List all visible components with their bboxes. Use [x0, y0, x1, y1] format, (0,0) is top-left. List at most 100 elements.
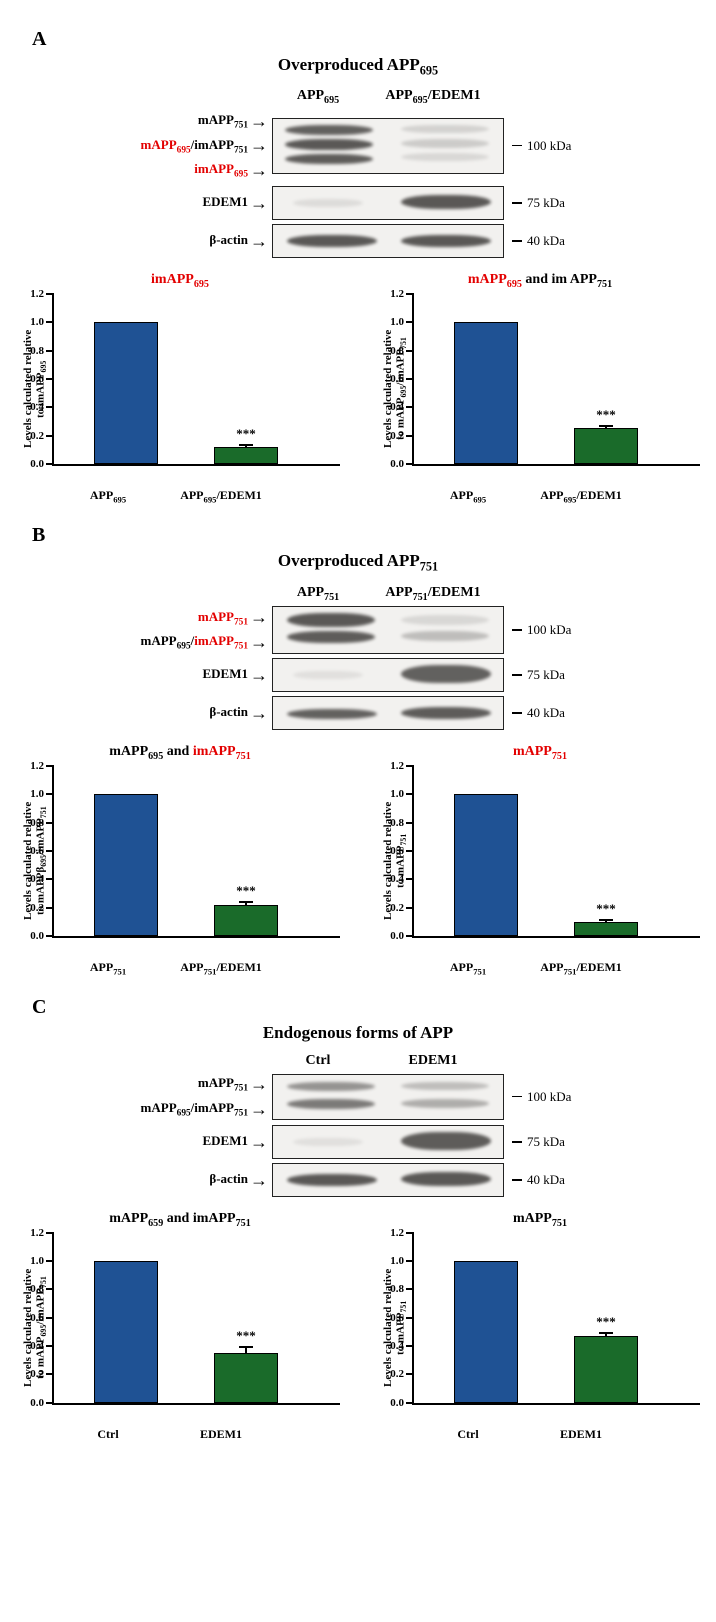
bar-treatment — [214, 1353, 278, 1403]
lane-header-2: APP751/EDEM1 — [368, 585, 498, 603]
blot-edem1 — [272, 658, 504, 692]
ytick-label: 0.0 — [378, 1397, 404, 1409]
ytick-label: 1.2 — [378, 1227, 404, 1239]
ytick-label: 0.8 — [18, 1283, 44, 1295]
chart-a-right: mAPP695 and im APP751 Levels calculated … — [380, 272, 700, 504]
chart-a-left: imAPP695 Levels calculated relativeto im… — [20, 272, 340, 504]
ytick-label: 0.2 — [378, 902, 404, 914]
ytick-label: 0.0 — [18, 458, 44, 470]
ytick-label: 0.8 — [378, 817, 404, 829]
ytick-label: 0.8 — [18, 817, 44, 829]
xlabel-1: Ctrl — [52, 1427, 164, 1442]
ytick-label: 0.6 — [378, 373, 404, 385]
blot-label: mAPP695/imAPP751→ — [78, 1097, 268, 1121]
ytick-label: 0.6 — [18, 373, 44, 385]
ytick-label: 0.6 — [378, 845, 404, 857]
blot-app — [272, 118, 504, 174]
bar-treatment — [214, 905, 278, 936]
ytick-label: 0.4 — [18, 1340, 44, 1352]
bar-control — [94, 322, 158, 464]
xlabel-1: APP751 — [52, 960, 164, 976]
ytick-label: 1.2 — [18, 760, 44, 772]
mw-label: 100 kDa — [512, 622, 602, 638]
ytick-label: 0.6 — [18, 1312, 44, 1324]
bar-control — [454, 322, 518, 464]
chart-b-right: mAPP751 Levels calculated relativeto mAP… — [380, 744, 700, 976]
chart-title: mAPP751 — [380, 1211, 700, 1229]
chart-c-left: mAPP659 and imAPP751 Levels calculated r… — [20, 1211, 340, 1442]
ytick-label: 0.4 — [18, 873, 44, 885]
xlabel-1: APP695 — [52, 488, 164, 504]
mw-label: 75 kDa — [512, 195, 602, 211]
ytick-label: 0.2 — [18, 1368, 44, 1380]
blot-label: EDEM1→ — [78, 1130, 268, 1154]
blot-label: β-actin→ — [78, 701, 268, 725]
significance-marker: *** — [596, 407, 616, 423]
blot-label: mAPP751→ — [78, 1072, 268, 1096]
panel-b-blots: APP751 APP751/EDEM1 mAPP751→ mAPP695/imA… — [78, 585, 638, 730]
xlabel-2: EDEM1 — [164, 1427, 278, 1442]
blot-actin — [272, 1163, 504, 1197]
ytick-label: 0.8 — [378, 1283, 404, 1295]
ytick-label: 1.2 — [378, 760, 404, 772]
mw-label: 75 kDa — [512, 667, 602, 683]
chart-c-right: mAPP751 Levels calculated relativeto mAP… — [380, 1211, 700, 1442]
blot-label: β-actin→ — [78, 229, 268, 253]
panel-c-blots: Ctrl EDEM1 mAPP751→ mAPP695/imAPP751→ 10… — [78, 1053, 638, 1197]
ytick-label: 0.6 — [18, 845, 44, 857]
lane-header-2: EDEM1 — [368, 1053, 498, 1069]
panel-a-label: A — [32, 28, 696, 51]
bar-treatment — [574, 1336, 638, 1403]
bar-treatment — [214, 447, 278, 464]
plot-area: 0.0 0.2 0.4 0.6 0.8 1.0 1.2 *** — [52, 1233, 340, 1405]
blot-app — [272, 1074, 504, 1120]
plot-area: 0.0 0.2 0.4 0.6 0.8 1.0 1.2 *** — [412, 766, 700, 938]
plot-area: 0.0 0.2 0.4 0.6 0.8 1.0 1.2 *** — [412, 294, 700, 466]
blot-label: β-actin→ — [78, 1168, 268, 1192]
ytick-label: 1.0 — [378, 1255, 404, 1267]
blot-actin — [272, 224, 504, 258]
significance-marker: *** — [236, 426, 256, 442]
ytick-label: 1.0 — [378, 316, 404, 328]
ytick-label: 0.0 — [378, 458, 404, 470]
blot-label: mAPP695/imAPP751→ — [78, 133, 268, 157]
ytick-label: 0.0 — [18, 930, 44, 942]
ytick-label: 0.4 — [378, 401, 404, 413]
plot-area: 0.0 0.2 0.4 0.6 0.8 1.0 1.2 *** — [412, 1233, 700, 1405]
xlabel-2: EDEM1 — [524, 1427, 638, 1442]
blot-label: EDEM1→ — [78, 191, 268, 215]
chart-b-left: mAPP695 and imAPP751 Levels calculated r… — [20, 744, 340, 976]
bar-control — [454, 1261, 518, 1403]
mw-label: 100 kDa — [512, 1089, 602, 1105]
xlabel-1: APP695 — [412, 488, 524, 504]
chart-title: mAPP751 — [380, 744, 700, 762]
ytick-label: 0.0 — [378, 930, 404, 942]
chart-title: mAPP695 and imAPP751 — [20, 744, 340, 762]
xlabel-2: APP695/EDEM1 — [524, 488, 638, 504]
ytick-label: 1.0 — [18, 1255, 44, 1267]
chart-title: imAPP695 — [20, 272, 340, 290]
panel-a-title: Overproduced APP695 — [20, 55, 696, 78]
blot-edem1 — [272, 186, 504, 220]
mw-label: 100 kDa — [512, 138, 602, 154]
blot-label: EDEM1→ — [78, 663, 268, 687]
blot-actin — [272, 696, 504, 730]
ytick-label: 0.2 — [18, 430, 44, 442]
plot-area: 0.0 0.2 0.4 0.6 0.8 1.0 1.2 *** — [52, 294, 340, 466]
blot-edem1 — [272, 1125, 504, 1159]
bar-treatment — [574, 922, 638, 936]
mw-label: 75 kDa — [512, 1134, 602, 1150]
ytick-label: 0.4 — [378, 1340, 404, 1352]
xlabel-1: APP751 — [412, 960, 524, 976]
xlabel-2: APP751/EDEM1 — [164, 960, 278, 976]
bar-control — [454, 794, 518, 936]
significance-marker: *** — [596, 1314, 616, 1330]
chart-title: mAPP695 and im APP751 — [380, 272, 700, 290]
ytick-label: 1.0 — [378, 788, 404, 800]
significance-marker: *** — [596, 901, 616, 917]
bar-treatment — [574, 428, 638, 463]
mw-label: 40 kDa — [512, 233, 602, 249]
significance-marker: *** — [236, 883, 256, 899]
ytick-label: 1.2 — [378, 288, 404, 300]
xlabel-2: APP751/EDEM1 — [524, 960, 638, 976]
